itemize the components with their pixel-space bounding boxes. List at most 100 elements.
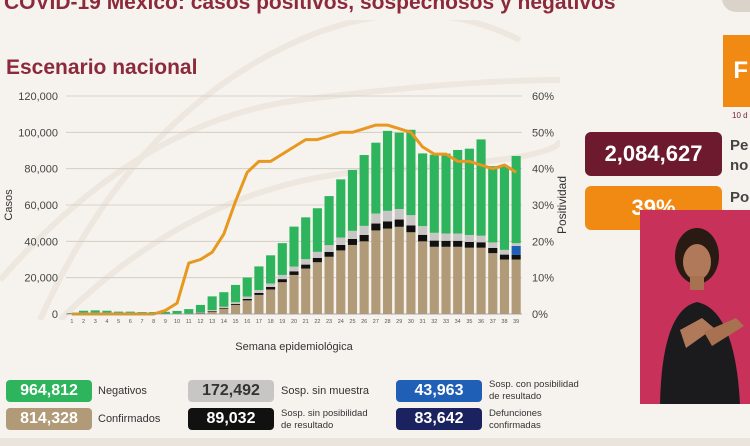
bar-segment: [266, 283, 276, 287]
legend-sin-posibilidad-label-2: de resultado: [281, 420, 334, 431]
bar-segment: [347, 238, 358, 245]
x-tick-label: 31: [420, 319, 426, 325]
bar-segment: [488, 247, 498, 254]
bar-segment: [394, 219, 404, 227]
bar-segment: [324, 245, 334, 252]
bar-segment: [219, 306, 229, 309]
bar-segment: [406, 232, 416, 314]
bar-segment: [499, 254, 510, 260]
bar-segment: [441, 246, 451, 314]
x-tick-label: 12: [197, 319, 203, 325]
y-tick-label: 0: [52, 309, 58, 321]
x-tick-label: 33: [443, 319, 449, 325]
bar-segment: [219, 308, 229, 314]
y2-tick-label: 10%: [532, 273, 554, 285]
x-tick-label: 10: [174, 319, 180, 325]
x-tick-label: 13: [209, 319, 215, 325]
bar-segment: [347, 230, 358, 239]
y-tick-label: 20,000: [24, 273, 58, 285]
legend-defunciones-label-1: Defunciones: [489, 408, 542, 419]
x-tick-label: 16: [244, 319, 250, 325]
x-tick-label: 22: [314, 319, 320, 325]
bar-segment: [207, 310, 217, 311]
bar-segment: [102, 310, 112, 314]
total-people-stat: 2,084,627: [585, 132, 722, 176]
page-title: COVID-19 México: casos positivos, sospec…: [4, 0, 616, 14]
bar-segment: [394, 132, 404, 209]
bar-segment: [382, 221, 393, 229]
bar-segment: [289, 226, 299, 267]
bar-segment: [382, 228, 393, 314]
x-tick-label: 7: [140, 319, 143, 325]
x-axis-title: Semana epidemiológica: [235, 341, 353, 353]
y-axis-title: Casos: [3, 189, 15, 221]
x-tick-label: 35: [466, 319, 472, 325]
bar-segment: [312, 262, 322, 314]
bar-segment: [464, 234, 474, 242]
bar-segment: [429, 240, 439, 247]
x-tick-label: 39: [513, 319, 519, 325]
bar-segment: [453, 240, 463, 247]
legend-confirmados-label: Confirmados: [98, 413, 161, 425]
x-tick-label: 2: [82, 319, 85, 325]
date-fragment: 10 d: [732, 111, 748, 120]
x-tick-label: 37: [490, 319, 496, 325]
bar-segment: [371, 230, 381, 314]
bar-segment: [476, 242, 486, 248]
bar-segment: [359, 225, 369, 235]
y-tick-label: 120,000: [18, 91, 58, 103]
bar-segment: [78, 310, 89, 314]
bar-segment: [429, 246, 439, 314]
bar-segment: [464, 247, 474, 314]
x-tick-label: 30: [408, 319, 414, 325]
bar-segment: [453, 233, 463, 241]
background-pattern: [0, 20, 560, 320]
bar-segment: [476, 139, 486, 236]
bar-segment: [476, 235, 486, 243]
x-tick-label: 1: [70, 319, 73, 325]
x-tick-label: 32: [431, 319, 437, 325]
x-tick-label: 36: [478, 319, 484, 325]
bar-segment: [418, 241, 428, 314]
legend-con-posibilidad-label-2: de resultado: [489, 391, 542, 402]
bar-segment: [195, 312, 206, 314]
bar-segment: [312, 208, 322, 252]
legend-defunciones-label-2: confirmadas: [489, 420, 541, 431]
bar-segment: [371, 142, 381, 214]
bar-segment: [207, 296, 217, 311]
bar-segment: [207, 311, 217, 314]
x-tick-label: 29: [396, 319, 402, 325]
bar-segment: [277, 274, 287, 280]
bar-segment: [429, 232, 439, 241]
sign-language-interpreter-video: [640, 210, 750, 404]
bar-segment: [242, 300, 252, 314]
bar-segment: [289, 274, 299, 314]
legend-sin-muestra-label: Sosp. sin muestra: [281, 385, 370, 397]
bar-segment: [371, 213, 381, 224]
y2-tick-label: 60%: [532, 91, 554, 103]
bar-segment: [230, 284, 241, 303]
bar-segment: [336, 237, 346, 245]
bar-segment: [464, 241, 474, 248]
y2-tick-label: 30%: [532, 200, 554, 212]
bar-segment: [207, 310, 217, 312]
y-tick-label: 40,000: [24, 236, 58, 248]
bar-segment: [359, 155, 369, 226]
x-tick-label: 24: [338, 319, 344, 325]
bar-segment: [324, 256, 334, 314]
x-tick-label: 25: [349, 319, 355, 325]
x-tick-label: 34: [455, 319, 461, 325]
bar-segment: [499, 166, 510, 250]
x-tick-label: 21: [303, 319, 309, 325]
bar-segment: [418, 226, 428, 235]
bar-segment: [230, 304, 241, 314]
bar-segment: [464, 148, 474, 235]
bar-segment: [488, 166, 498, 243]
bar-segment: [312, 257, 322, 263]
y2-tick-label: 20%: [532, 236, 554, 248]
bar-segment: [511, 155, 521, 244]
bar-segment: [499, 259, 510, 314]
bar-segment: [511, 254, 521, 260]
bar-segment: [418, 234, 428, 242]
legend-negativos-label: Negativos: [98, 385, 147, 397]
